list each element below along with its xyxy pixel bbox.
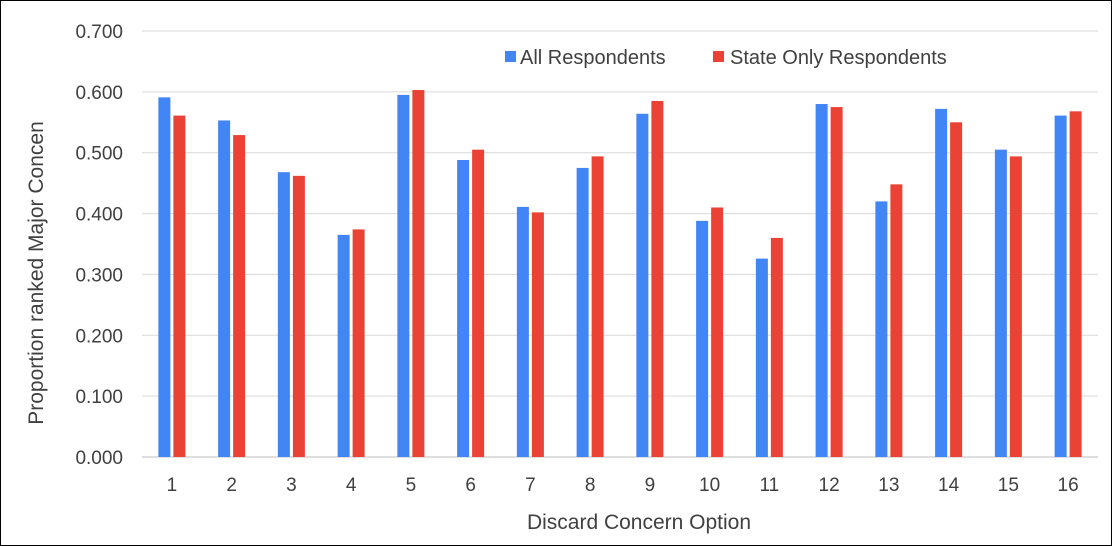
bar-state-only-respondents-14 xyxy=(950,122,963,458)
bar-all-respondents-15 xyxy=(994,149,1007,457)
x-tick-label: 12 xyxy=(819,475,840,496)
bar-all-respondents-13 xyxy=(875,201,888,457)
y-tick-label: 0.500 xyxy=(75,144,123,165)
legend: All Respondents State Only Respondents xyxy=(505,47,947,69)
bar-all-respondents-6 xyxy=(457,160,470,457)
bar-all-respondents-14 xyxy=(935,108,948,457)
bar-state-only-respondents-10 xyxy=(711,207,724,457)
x-tick-label: 15 xyxy=(998,475,1019,496)
bar-all-respondents-11 xyxy=(755,258,768,457)
y-tick-label: 0.700 xyxy=(75,22,123,43)
bar-all-respondents-10 xyxy=(696,220,709,457)
x-tick-label: 8 xyxy=(585,475,596,496)
bar-state-only-respondents-11 xyxy=(770,237,783,457)
x-tick-label: 10 xyxy=(699,475,720,496)
y-tick-label: 0.600 xyxy=(75,83,123,104)
x-tick-label: 7 xyxy=(525,475,536,496)
y-tick-label: 0.400 xyxy=(75,205,123,226)
bar-state-only-respondents-3 xyxy=(292,175,305,457)
bar-state-only-respondents-7 xyxy=(531,212,544,457)
bar-state-only-respondents-2 xyxy=(233,135,246,457)
legend-swatch-state-only-respondents xyxy=(713,51,724,62)
bar-state-only-respondents-5 xyxy=(412,90,425,457)
x-tick-label: 4 xyxy=(346,475,357,496)
x-tick-label: 9 xyxy=(645,475,656,496)
x-tick-label: 16 xyxy=(1058,475,1079,496)
bar-all-respondents-3 xyxy=(277,172,290,457)
x-tick-label: 5 xyxy=(406,475,417,496)
bar-all-respondents-5 xyxy=(397,94,410,458)
bar-all-respondents-12 xyxy=(815,104,828,458)
x-tick-label: 1 xyxy=(167,475,178,496)
y-axis-tick-labels: 0.000 0.100 0.200 0.300 0.400 0.500 0.600 0.700 xyxy=(75,22,123,469)
legend-swatch-all-respondents xyxy=(505,51,516,62)
bar-all-respondents-16 xyxy=(1054,115,1067,457)
x-axis-tick-labels: 1 2 3 4 5 6 7 8 9 10 11 12 13 14 15 16 xyxy=(167,475,1079,496)
y-tick-label: 0.200 xyxy=(75,326,123,347)
bar-state-only-respondents-6 xyxy=(472,149,485,457)
bars xyxy=(158,90,1082,458)
bar-state-only-respondents-16 xyxy=(1069,111,1082,458)
bar-state-only-respondents-13 xyxy=(890,184,903,458)
bar-all-respondents-2 xyxy=(218,120,231,458)
bar-state-only-respondents-9 xyxy=(651,100,664,457)
x-tick-label: 3 xyxy=(286,475,297,496)
bar-all-respondents-7 xyxy=(516,206,529,457)
bar-all-respondents-9 xyxy=(636,113,649,457)
y-axis-title: Proportion ranked Major Concen xyxy=(25,121,48,425)
x-tick-label: 13 xyxy=(878,475,899,496)
bar-state-only-respondents-1 xyxy=(173,115,186,457)
bar-all-respondents-8 xyxy=(576,167,589,457)
legend-label-all-respondents: All Respondents xyxy=(520,47,666,69)
y-tick-label: 0.300 xyxy=(75,265,123,286)
bar-state-only-respondents-12 xyxy=(830,107,843,458)
bar-state-only-respondents-4 xyxy=(352,229,365,457)
x-tick-label: 14 xyxy=(938,475,960,496)
x-tick-label: 2 xyxy=(226,475,237,496)
bar-all-respondents-4 xyxy=(337,234,350,457)
bar-state-only-respondents-8 xyxy=(591,156,604,457)
y-tick-label: 0.000 xyxy=(75,448,123,469)
x-axis-title: Discard Concern Option xyxy=(527,511,751,534)
x-tick-label: 11 xyxy=(760,475,780,496)
legend-label-state-only-respondents: State Only Respondents xyxy=(730,47,947,69)
y-tick-label: 0.100 xyxy=(75,387,123,408)
bar-all-respondents-1 xyxy=(158,97,171,457)
x-tick-label: 6 xyxy=(465,475,476,496)
bar-state-only-respondents-15 xyxy=(1009,156,1022,457)
